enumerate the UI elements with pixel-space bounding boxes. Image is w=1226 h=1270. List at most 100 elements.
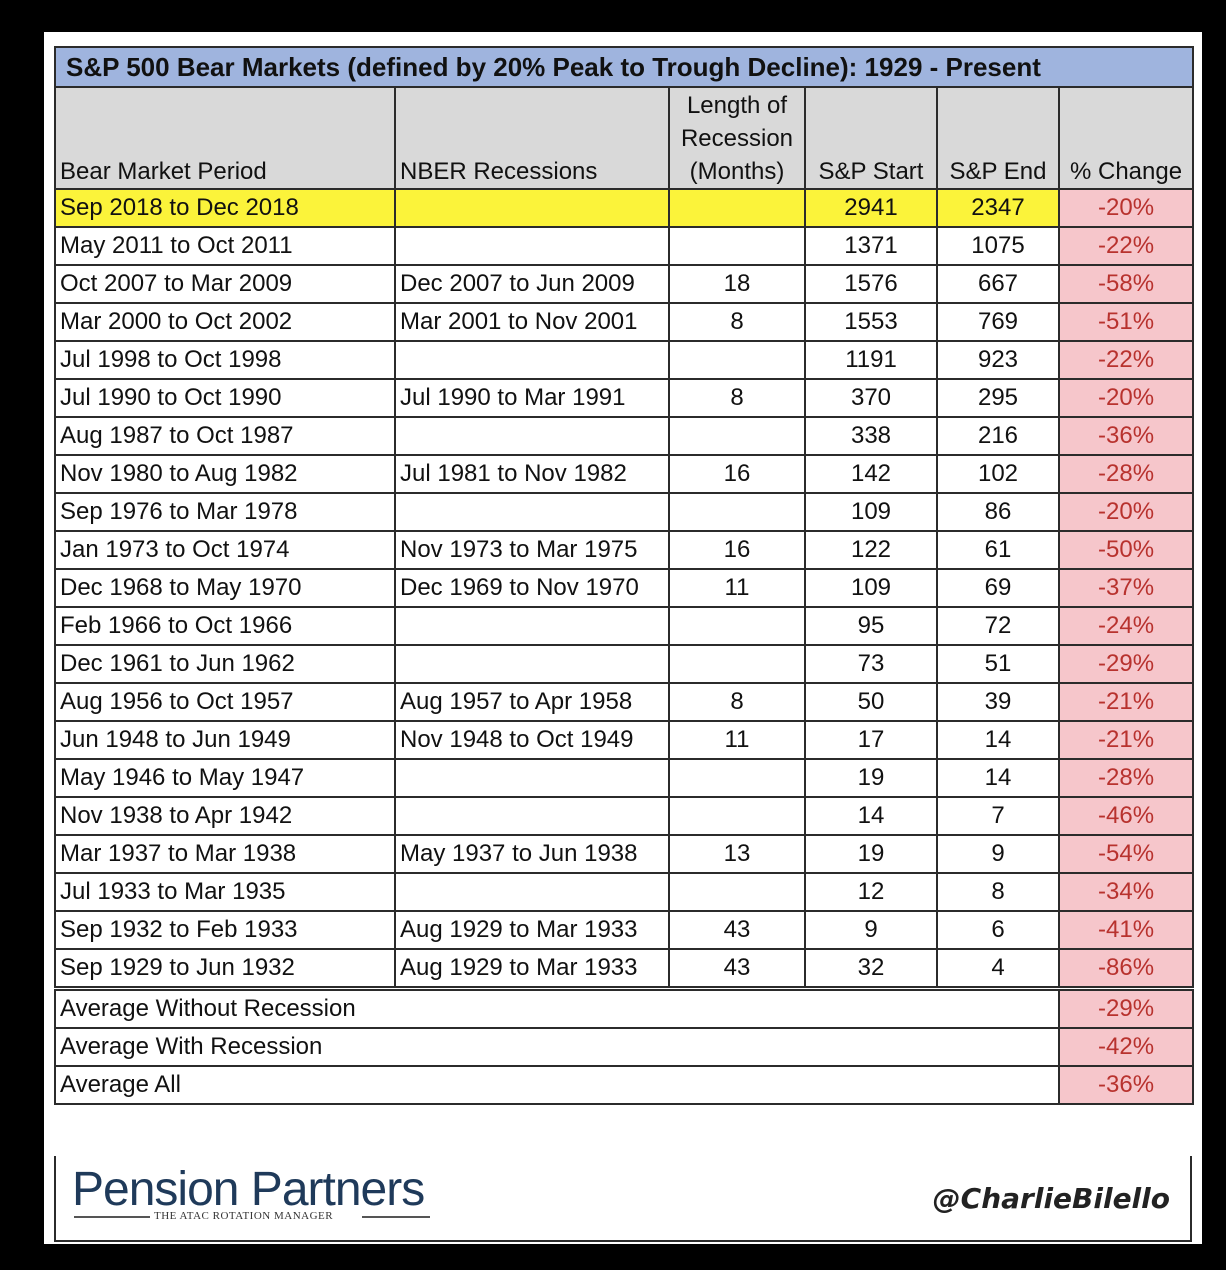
cell-months — [668, 796, 806, 836]
cell-period: Dec 1968 to May 1970 — [54, 568, 396, 608]
cell-months: 18 — [668, 264, 806, 304]
average-label: Average All — [54, 1065, 1060, 1105]
table-row: Jan 1973 to Oct 1974 Nov 1973 to Mar 1975… — [54, 530, 1195, 570]
cell-pct-change: -50% — [1057, 530, 1195, 570]
logo-rule-right — [362, 1216, 430, 1218]
cell-nber: Jul 1990 to Mar 1991 — [394, 378, 670, 418]
cell-months — [668, 226, 806, 266]
cell-months — [668, 492, 806, 532]
cell-sp-start: 14 — [804, 796, 938, 836]
cell-sp-end: 69 — [936, 568, 1060, 608]
cell-nber — [394, 188, 670, 228]
cell-sp-end: 102 — [936, 454, 1060, 494]
table-row: Feb 1966 to Oct 1966 95 72 -24% — [54, 606, 1195, 646]
table-title-row: S&P 500 Bear Markets (defined by 20% Pea… — [53, 46, 1195, 88]
cell-pct-change: -22% — [1057, 226, 1195, 266]
cell-nber — [394, 872, 670, 912]
table-row: Aug 1987 to Oct 1987 338 216 -36% — [54, 416, 1195, 456]
cell-period: Jul 1990 to Oct 1990 — [54, 378, 396, 418]
table-row: Sep 1932 to Feb 1933 Aug 1929 to Mar 1933… — [54, 910, 1195, 950]
cell-nber: Aug 1929 to Mar 1933 — [394, 910, 670, 950]
cell-sp-start: 32 — [804, 948, 938, 990]
cell-nber: Nov 1948 to Oct 1949 — [394, 720, 670, 760]
cell-months: 16 — [668, 454, 806, 494]
cell-sp-start: 1553 — [804, 302, 938, 342]
cell-pct-change: -41% — [1057, 910, 1195, 950]
cell-pct-change: -37% — [1057, 568, 1195, 608]
cell-months: 11 — [668, 568, 806, 608]
table-row: Dec 1961 to Jun 1962 73 51 -29% — [54, 644, 1195, 684]
cell-months: 8 — [668, 378, 806, 418]
cell-period: Jul 1998 to Oct 1998 — [54, 340, 396, 380]
cell-pct-change: -28% — [1057, 758, 1195, 798]
cell-pct-change: -54% — [1057, 834, 1195, 874]
cell-sp-end: 769 — [936, 302, 1060, 342]
table-row: Aug 1956 to Oct 1957 Aug 1957 to Apr 1958… — [54, 682, 1195, 722]
header-period: Bear Market Period — [54, 86, 396, 190]
cell-sp-start: 73 — [804, 644, 938, 684]
cell-months — [668, 606, 806, 646]
cell-period: Sep 1976 to Mar 1978 — [54, 492, 396, 532]
cell-sp-end: 7 — [936, 796, 1060, 836]
cell-sp-end: 51 — [936, 644, 1060, 684]
cell-nber: May 1937 to Jun 1938 — [394, 834, 670, 874]
cell-nber: Jul 1981 to Nov 1982 — [394, 454, 670, 494]
table-row: Oct 2007 to Mar 2009 Dec 2007 to Jun 2009… — [54, 264, 1195, 304]
cell-period: Jun 1948 to Jun 1949 — [54, 720, 396, 760]
cell-sp-start: 12 — [804, 872, 938, 912]
cell-months — [668, 188, 806, 228]
cell-period: Oct 2007 to Mar 2009 — [54, 264, 396, 304]
cell-months: 43 — [668, 910, 806, 950]
cell-sp-start: 338 — [804, 416, 938, 456]
average-row: Average All -36% — [54, 1065, 1195, 1105]
cell-nber — [394, 492, 670, 532]
cell-months: 16 — [668, 530, 806, 570]
cell-pct-change: -20% — [1057, 188, 1195, 228]
cell-sp-start: 1371 — [804, 226, 938, 266]
cell-months: 8 — [668, 302, 806, 342]
average-pct-change: -29% — [1057, 986, 1195, 1029]
cell-sp-start: 19 — [804, 758, 938, 798]
logo-tagline: THE ATAC ROTATION MANAGER — [154, 1210, 334, 1222]
table-title: S&P 500 Bear Markets (defined by 20% Pea… — [53, 46, 1195, 88]
cell-period: Mar 2000 to Oct 2002 — [54, 302, 396, 342]
header-end: S&P End — [936, 86, 1060, 190]
cell-pct-change: -29% — [1057, 644, 1195, 684]
cell-period: Nov 1938 to Apr 1942 — [54, 796, 396, 836]
cell-nber: Aug 1957 to Apr 1958 — [394, 682, 670, 722]
cell-pct-change: -21% — [1057, 720, 1195, 760]
average-pct-change: -42% — [1057, 1027, 1195, 1067]
table-row: Sep 2018 to Dec 2018 2941 2347 -20% — [54, 188, 1195, 228]
cell-sp-end: 923 — [936, 340, 1060, 380]
cell-pct-change: -20% — [1057, 378, 1195, 418]
cell-sp-start: 1191 — [804, 340, 938, 380]
cell-pct-change: -86% — [1057, 948, 1195, 990]
cell-period: Dec 1961 to Jun 1962 — [54, 644, 396, 684]
cell-nber: Dec 2007 to Jun 2009 — [394, 264, 670, 304]
bear-market-table: S&P 500 Bear Markets (defined by 20% Pea… — [53, 46, 1195, 1105]
logo-rule-left — [74, 1216, 150, 1218]
cell-nber: Dec 1969 to Nov 1970 — [394, 568, 670, 608]
cell-months — [668, 644, 806, 684]
cell-nber — [394, 758, 670, 798]
cell-sp-start: 370 — [804, 378, 938, 418]
cell-sp-start: 19 — [804, 834, 938, 874]
cell-period: Feb 1966 to Oct 1966 — [54, 606, 396, 646]
cell-pct-change: -28% — [1057, 454, 1195, 494]
cell-nber: Nov 1973 to Mar 1975 — [394, 530, 670, 570]
table-row: Jul 1990 to Oct 1990 Jul 1990 to Mar 1991… — [54, 378, 1195, 418]
footer: Pension Partners THE ATAC ROTATION MANAG… — [54, 1156, 1192, 1242]
cell-nber — [394, 796, 670, 836]
cell-period: May 2011 to Oct 2011 — [54, 226, 396, 266]
cell-sp-end: 14 — [936, 758, 1060, 798]
cell-pct-change: -21% — [1057, 682, 1195, 722]
cell-sp-end: 39 — [936, 682, 1060, 722]
header-change: % Change — [1057, 86, 1195, 190]
cell-sp-start: 109 — [804, 568, 938, 608]
average-row: Average With Recession -42% — [54, 1027, 1195, 1067]
cell-pct-change: -36% — [1057, 416, 1195, 456]
cell-nber — [394, 340, 670, 380]
cell-sp-start: 142 — [804, 454, 938, 494]
cell-sp-start: 122 — [804, 530, 938, 570]
cell-period: Sep 1929 to Jun 1932 — [54, 948, 396, 990]
